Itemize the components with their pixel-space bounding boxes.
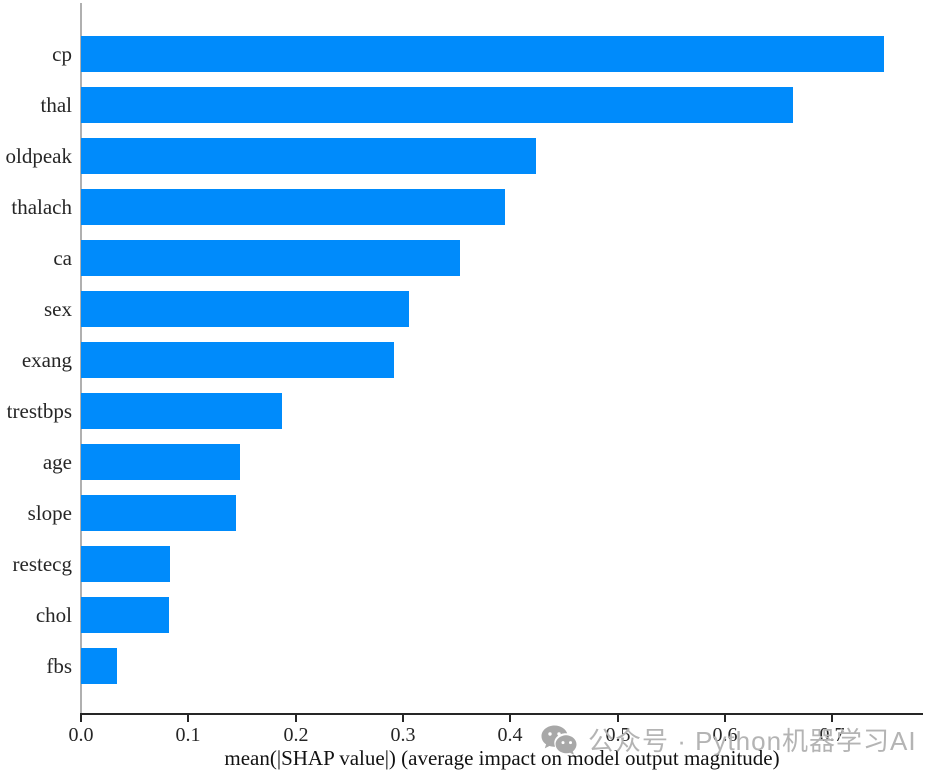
y-tick-label: fbs bbox=[46, 654, 72, 678]
x-tick-label: 0.4 bbox=[497, 724, 523, 746]
x-tick-label: 0.5 bbox=[605, 724, 631, 746]
y-tick-label: age bbox=[42, 450, 72, 474]
bar-thal bbox=[81, 87, 793, 123]
x-tick-label: 0.6 bbox=[712, 724, 738, 746]
x-tick-mark bbox=[831, 715, 833, 722]
y-tick-label: chol bbox=[35, 603, 72, 627]
bar-chol bbox=[81, 597, 169, 633]
x-tick-mark bbox=[80, 715, 82, 722]
x-tick-label: 0.7 bbox=[819, 724, 845, 746]
y-tick-label: thal bbox=[40, 93, 73, 117]
bar-ca bbox=[81, 240, 460, 276]
bar-restecg bbox=[81, 546, 170, 582]
x-tick-label: 0.0 bbox=[68, 724, 94, 746]
bar-fbs bbox=[81, 648, 117, 684]
x-tick-mark bbox=[402, 715, 404, 722]
y-tick-label: exang bbox=[21, 348, 72, 372]
bar-trestbps bbox=[81, 393, 282, 429]
bar-exang bbox=[81, 342, 394, 378]
x-axis-line bbox=[80, 713, 923, 715]
x-tick-label: 0.1 bbox=[175, 724, 201, 746]
x-tick-label: 0.2 bbox=[283, 724, 309, 746]
y-tick-label: sex bbox=[44, 297, 72, 321]
bar-slope bbox=[81, 495, 236, 531]
x-tick-mark bbox=[617, 715, 619, 722]
x-tick-mark bbox=[295, 715, 297, 722]
bar-cp bbox=[81, 36, 884, 72]
x-tick-mark bbox=[187, 715, 189, 722]
x-tick-label: 0.3 bbox=[390, 724, 416, 746]
bar-oldpeak bbox=[81, 138, 536, 174]
bar-age bbox=[81, 444, 240, 480]
x-axis-title: mean(|SHAP value|) (average impact on mo… bbox=[224, 746, 780, 770]
y-tick-label: cp bbox=[52, 42, 72, 66]
bar-sex bbox=[81, 291, 409, 327]
x-tick-mark bbox=[509, 715, 511, 722]
y-tick-label: oldpeak bbox=[5, 144, 72, 168]
y-tick-label: restecg bbox=[12, 552, 72, 576]
y-tick-label: ca bbox=[53, 246, 72, 270]
y-tick-label: thalach bbox=[11, 195, 72, 219]
y-tick-label: trestbps bbox=[6, 399, 72, 423]
bar-thalach bbox=[81, 189, 505, 225]
y-tick-label: slope bbox=[27, 501, 72, 525]
x-tick-mark bbox=[724, 715, 726, 722]
